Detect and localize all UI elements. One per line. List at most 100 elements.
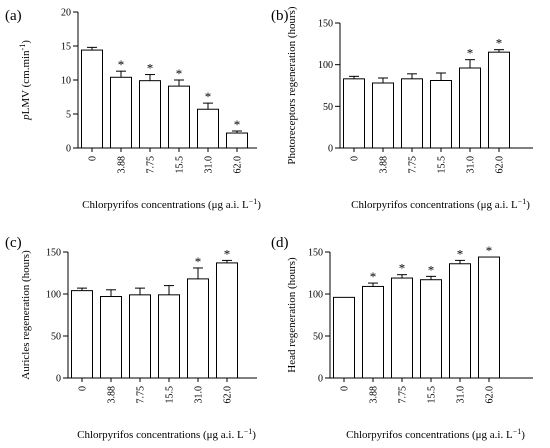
bar [168,85,190,149]
significance-marker: * [147,61,154,76]
x-tick-label: 15.5 [427,386,438,404]
panel-label: (b) [271,8,289,24]
x-tick-label: 31.0 [194,386,205,404]
x-axis-label-superscript: −1 [244,427,253,436]
chart-panel-d: (d) 0 50 100 150 0 * 3.88 * 7.75 * 15.5 * 31.0 * 62.0 Ch… [271,235,533,441]
y-tick-label: 50 [51,332,61,343]
y-tick-label: 150 [46,248,61,259]
x-tick-label: 15.5 [165,386,176,404]
y-axis-label-text: Photoreceptors regeneration (hours) [286,6,298,165]
bar [110,76,132,149]
y-tick-label: 150 [318,19,333,30]
x-axis-label: Chlorpyrifos concentrations (μg a.i. L−1… [77,427,256,441]
y-tick-label: 10 [61,76,71,87]
bar [158,294,180,379]
significance-marker: * [205,89,212,104]
bar [478,256,500,379]
x-tick-label: 15.5 [175,156,186,174]
bar [391,277,413,379]
x-axis-label-text: Chlorpyrifos concentrations (μg a.i. L [77,429,244,441]
x-tick-label: 7.75 [146,156,157,174]
panel-label: (c) [5,235,22,251]
x-tick-label: 3.88 [107,386,118,404]
x-tick-label: 62.0 [233,156,244,174]
significance-marker: * [496,36,503,51]
x-axis-label-end: ) [257,199,261,211]
significance-marker: * [224,246,231,261]
x-axis-label-superscript: −1 [518,197,527,206]
x-tick-label: 7.75 [398,386,409,404]
x-tick-label: 7.75 [136,386,147,404]
bar [449,263,471,379]
bar [226,132,248,149]
x-tick-label: 3.88 [379,156,390,174]
bar [100,296,122,379]
y-tick-label: 100 [46,290,61,301]
significance-marker: * [176,66,183,81]
x-tick-label: 7.75 [408,156,419,174]
x-axis-label-end: ) [526,199,530,211]
x-tick-label: 0 [88,156,99,161]
x-axis-label-text: Chlorpyrifos concentrations (μg a.i. L [351,199,518,211]
x-axis-label-text: Chlorpyrifos concentrations (μg a.i. L [82,199,249,211]
y-tick-label: 100 [318,60,333,71]
significance-marker: * [457,246,464,261]
x-tick-label: 31.0 [204,156,215,174]
bar [197,108,219,149]
y-tick-label: 0 [66,144,71,155]
bar [488,51,510,149]
x-axis-label-superscript: −1 [249,197,258,206]
x-axis-label-end: ) [252,429,256,441]
y-tick-label: 0 [56,374,61,385]
y-tick-label: 5 [66,110,71,121]
significance-marker: * [118,57,125,72]
x-tick-label: 3.88 [117,156,128,174]
y-tick-label: 150 [308,248,323,259]
x-axis-label-superscript: −1 [513,427,522,436]
y-axis-label: Auricles regeneration (hours) [20,250,32,380]
bar [343,78,365,149]
bar [362,285,384,379]
bar [459,67,481,149]
x-tick-label: 15.5 [437,156,448,174]
y-axis-label-text: Head regeneration (hours) [286,257,298,373]
panel-label: (d) [271,235,289,251]
y-tick-label: 0 [318,374,323,385]
y-tick-label: 0 [328,144,333,155]
chart-panel-a: (a) 0 5 10 15 20 0 * 3.88 * 7.75 * 15.5 * 31.0 * 62.0 Chl… [5,8,261,212]
x-tick-label: 31.0 [456,386,467,404]
x-axis-label-text: Chlorpyrifos concentrations (μg a.i. L [346,429,513,441]
significance-marker: * [399,261,406,276]
bar [401,78,423,149]
x-tick-label: 3.88 [369,386,380,404]
x-tick-label: 31.0 [466,156,477,174]
x-tick-label: 62.0 [223,386,234,404]
bar [430,80,452,149]
y-axis-label-superscript: -1 [18,44,27,51]
bar [71,290,93,379]
y-tick-label: 50 [323,102,333,113]
y-axis-label: Photoreceptors regeneration (hours) [286,6,298,165]
bar [420,279,442,379]
significance-marker: * [370,269,377,284]
significance-marker: * [486,243,493,258]
bar [187,278,209,379]
chart-panel-c: (c) 0 50 100 150 0 3.88 7.75 15.5 * 31.0 * 62.0 Chlor… [5,235,257,441]
bar [129,294,151,379]
chart-panel-b: (b) 0 50 100 150 0 3.88 7.75 15.5 * 31.0 * 62.0 Chlor… [271,6,533,211]
x-tick-label: 62.0 [495,156,506,174]
y-axis-label-text: LMV (cm.min [20,50,32,114]
y-tick-label: 100 [308,290,323,301]
bar [81,49,103,149]
significance-marker: * [428,262,435,277]
significance-marker: * [234,117,241,132]
bar [216,262,238,379]
y-tick-label: 15 [61,42,71,53]
x-tick-label: 62.0 [485,386,496,404]
bar [372,82,394,149]
x-axis-label: Chlorpyrifos concentrations (μg a.i. L−1… [346,427,525,441]
bar [139,80,161,149]
significance-marker: * [467,46,474,61]
y-tick-label: 20 [61,8,71,19]
